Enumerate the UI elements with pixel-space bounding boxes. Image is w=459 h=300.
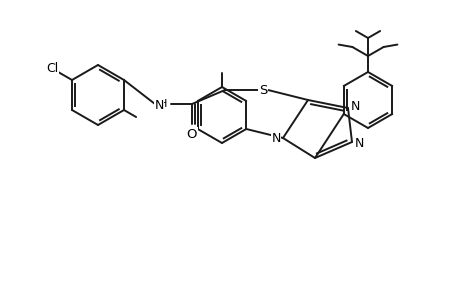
Text: S: S xyxy=(258,83,267,97)
Text: H: H xyxy=(158,99,167,109)
Text: Cl: Cl xyxy=(46,61,58,74)
Text: N: N xyxy=(271,131,280,145)
Text: N: N xyxy=(350,100,359,112)
Text: N: N xyxy=(154,98,163,112)
Text: N: N xyxy=(353,136,363,149)
Text: O: O xyxy=(186,128,197,140)
